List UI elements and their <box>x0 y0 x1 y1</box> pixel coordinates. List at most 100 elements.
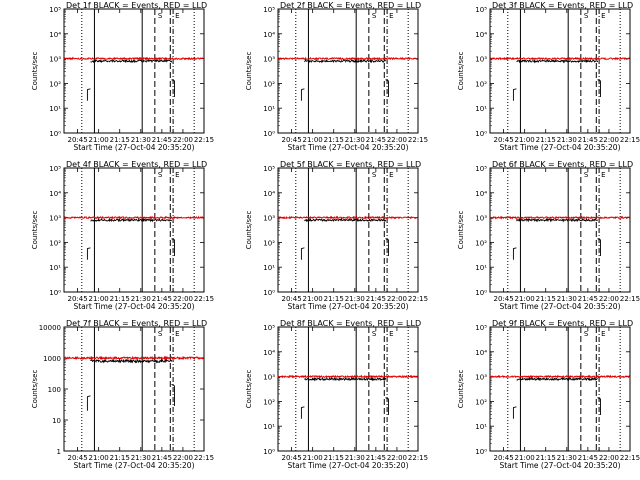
x-tick-label: 21:15 <box>110 295 130 303</box>
y-tick-label: 10¹ <box>263 423 275 431</box>
y-tick-label: 10² <box>263 398 275 406</box>
plot-panel-7: Det 7f BLACK = Events, RED = LLD 1 10 100 10… <box>31 319 214 470</box>
series-events-black-segment <box>385 238 389 257</box>
x-tick-label: 21:00 <box>89 454 109 462</box>
x-tick-label: 21:30 <box>557 454 577 462</box>
x-tick-label: 21:00 <box>89 136 109 144</box>
y-axis-label: Counts/sec <box>457 52 465 91</box>
plot-title: Det 5f BLACK = Events, RED = LLD <box>280 160 421 169</box>
y-tick-label: 10⁵ <box>263 165 275 173</box>
series-lld-red <box>63 355 204 361</box>
series-events-black <box>90 358 173 364</box>
x-tick-label: 22:00 <box>599 136 619 144</box>
legend-mark: S <box>584 330 589 338</box>
x-tick-label: 22:00 <box>387 136 407 144</box>
x-tick-label: 21:15 <box>536 136 556 144</box>
y-axis-label: Counts/sec <box>457 370 465 409</box>
x-tick-label: 22:00 <box>599 454 619 462</box>
series-lld-red <box>278 56 418 61</box>
y-tick-label: 10⁴ <box>49 190 61 198</box>
legend-mark: E <box>175 330 179 338</box>
x-tick-label: 20:45 <box>493 136 513 144</box>
x-tick-label: 21:45 <box>366 295 386 303</box>
x-tick-label: 21:45 <box>366 454 386 462</box>
y-tick-label: 10² <box>475 239 487 247</box>
series-events-black-segment <box>300 88 305 101</box>
y-tick-label: 1 <box>57 448 61 456</box>
x-tick-label: 21:00 <box>89 295 109 303</box>
plot-panel-6: Det 6f BLACK = Events, RED = LLD 10⁰ 10¹ 10… <box>457 160 640 311</box>
plot-panel-2: Det 2f BLACK = Events, RED = LLD 10⁰ 10¹ 10… <box>245 1 428 152</box>
series-events-black-segment <box>385 397 389 416</box>
series-lld-red <box>489 56 630 61</box>
y-axis-label: Counts/sec <box>245 370 253 409</box>
plot-frame <box>277 167 419 293</box>
series-events-black-segment <box>86 88 91 101</box>
plot-title: Det 7f BLACK = Events, RED = LLD <box>66 319 207 328</box>
x-tick-label: 22:00 <box>387 454 407 462</box>
x-tick-label: 21:30 <box>345 295 365 303</box>
x-axis-label: Start Time (27-Oct-04 20:35:20) <box>499 143 620 152</box>
series-events-black-segment <box>385 79 389 98</box>
y-tick-label: 10000 <box>39 324 61 332</box>
x-tick-label: 21:30 <box>557 295 577 303</box>
y-tick-label: 10⁵ <box>475 6 487 14</box>
plot-title: Det 3f BLACK = Events, RED = LLD <box>492 1 633 10</box>
x-tick-label: 21:45 <box>578 136 598 144</box>
legend-mark: S <box>372 12 377 20</box>
x-tick-label: 22:15 <box>620 454 640 462</box>
y-tick-label: 10² <box>263 80 275 88</box>
y-tick-label: 10 <box>52 417 61 425</box>
series-events-black-segment <box>512 406 517 419</box>
y-tick-label: 10² <box>49 239 61 247</box>
legend-mark: E <box>601 171 605 179</box>
series-events-black-segment <box>597 238 601 257</box>
y-tick-label: 10⁰ <box>475 130 487 138</box>
series-events-black <box>90 58 173 64</box>
x-tick-label: 21:45 <box>578 295 598 303</box>
y-axis-label: Counts/sec <box>31 211 39 250</box>
y-tick-label: 10³ <box>263 56 275 64</box>
x-axis-label: Start Time (27-Oct-04 20:35:20) <box>499 461 620 470</box>
series-lld-red <box>63 56 204 61</box>
plot-title: Det 8f BLACK = Events, RED = LLD <box>280 319 421 328</box>
series-events-black-segment <box>512 88 517 101</box>
y-tick-label: 10⁰ <box>49 130 61 138</box>
x-tick-label: 21:30 <box>345 136 365 144</box>
y-tick-label: 10⁴ <box>49 31 61 39</box>
y-tick-label: 10⁴ <box>263 190 275 198</box>
series-events-black-segment <box>86 247 91 260</box>
plot-panel-8: Det 8f BLACK = Events, RED = LLD 10⁰ 10¹ 10… <box>245 319 428 470</box>
y-tick-label: 10² <box>475 398 487 406</box>
legend-mark: S <box>372 171 377 179</box>
x-tick-label: 21:15 <box>110 136 130 144</box>
series-events-black <box>304 376 387 382</box>
y-tick-label: 10¹ <box>475 105 487 113</box>
x-tick-label: 21:15 <box>110 454 130 462</box>
x-tick-label: 21:00 <box>515 454 535 462</box>
y-tick-label: 10² <box>49 80 61 88</box>
y-tick-label: 10⁴ <box>263 31 275 39</box>
x-axis-label: Start Time (27-Oct-04 20:35:20) <box>287 461 408 470</box>
legend-mark: E <box>389 330 393 338</box>
y-axis-label: Counts/sec <box>245 211 253 250</box>
x-axis-label: Start Time (27-Oct-04 20:35:20) <box>73 302 194 311</box>
x-tick-label: 21:30 <box>131 454 151 462</box>
x-tick-label: 21:00 <box>303 454 323 462</box>
y-tick-label: 10⁰ <box>475 289 487 297</box>
x-tick-label: 21:45 <box>152 136 172 144</box>
plot-frame <box>489 167 631 293</box>
plot-title: Det 1f BLACK = Events, RED = LLD <box>66 1 207 10</box>
x-tick-label: 21:30 <box>557 136 577 144</box>
plot-frame <box>489 326 631 452</box>
x-axis-label: Start Time (27-Oct-04 20:35:20) <box>73 143 194 152</box>
y-tick-label: 10⁰ <box>475 448 487 456</box>
x-tick-label: 22:15 <box>194 295 214 303</box>
y-tick-label: 10² <box>263 239 275 247</box>
x-tick-label: 22:00 <box>387 295 407 303</box>
series-events-black-segment <box>86 395 91 411</box>
y-tick-label: 10³ <box>263 215 275 223</box>
x-tick-label: 22:00 <box>173 295 193 303</box>
series-events-black-segment <box>300 406 305 419</box>
